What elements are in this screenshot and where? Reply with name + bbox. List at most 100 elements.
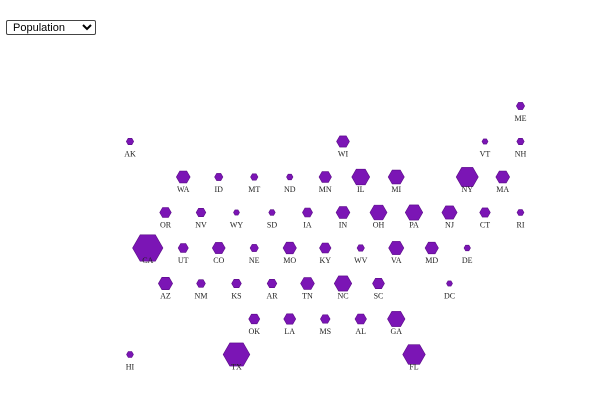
state-label-ny: NY [461,185,473,194]
state-label-vt: VT [480,150,491,159]
state-label-sc: SC [374,292,384,301]
state-label-me: ME [515,114,527,123]
state-label-nc: NC [337,292,348,301]
state-hex-ct[interactable] [479,207,491,218]
state-label-ne: NE [249,256,260,265]
state-label-wa: WA [177,185,190,194]
state-label-ut: UT [178,256,189,265]
state-label-wv: WV [354,256,368,265]
state-hex-sc[interactable] [372,278,385,289]
state-hex-mt[interactable] [250,173,259,181]
state-label-nv: NV [195,221,207,230]
state-label-nm: NM [195,292,208,301]
state-hex-ma[interactable] [495,170,511,184]
state-label-nd: ND [284,185,296,194]
state-hex-hi[interactable] [126,351,134,358]
state-hex-oh[interactable] [369,204,388,221]
state-label-sd: SD [267,221,277,230]
state-hex-me[interactable] [516,102,525,110]
state-hex-id[interactable] [214,173,224,181]
hex-layer [125,102,525,367]
state-hex-va[interactable] [388,241,405,255]
state-hex-ar[interactable] [266,279,278,288]
state-hex-nh[interactable] [516,138,525,145]
state-label-id: ID [215,185,224,194]
state-label-wy: WY [230,221,244,230]
state-label-ma: MA [496,185,509,194]
state-label-dc: DC [444,292,455,301]
state-hex-wi[interactable] [336,135,350,148]
state-label-nj: NJ [445,221,454,230]
state-hex-sd[interactable] [268,209,276,216]
state-hex-az[interactable] [158,277,173,290]
state-hex-ne[interactable] [249,244,259,252]
state-hex-ny[interactable] [455,167,479,187]
state-label-oh: OH [373,221,385,230]
state-label-nh: NH [515,150,527,159]
state-label-ak: AK [124,150,136,159]
state-label-co: CO [213,256,224,265]
state-label-in: IN [339,221,348,230]
state-hex-de[interactable] [463,244,471,252]
state-hex-mn[interactable] [318,171,332,183]
state-label-tx: TX [231,363,242,372]
label-layer: ME AK WI VT NH WA ID MT ND MN IL MI NY MA OR NV WY SD IA IN… [124,114,526,372]
state-label-ar: AR [266,292,278,301]
state-hex-vt[interactable] [481,138,489,145]
state-hex-co[interactable] [211,242,226,254]
state-label-or: OR [160,221,172,230]
state-hex-in[interactable] [335,206,351,219]
state-label-ct: CT [480,221,490,230]
state-hex-nm[interactable] [196,279,206,288]
state-hex-ky[interactable] [319,242,332,254]
state-hex-wa[interactable] [175,170,191,184]
state-label-tn: TN [302,292,313,301]
state-label-mn: MN [319,185,332,194]
state-hex-il[interactable] [351,168,371,186]
state-hex-fl[interactable] [402,344,426,365]
state-hex-ga[interactable] [387,311,406,327]
state-label-ok: OK [248,327,260,336]
state-hex-nv[interactable] [195,208,207,217]
state-hex-nd[interactable] [286,173,294,181]
state-hex-tn[interactable] [300,277,315,290]
state-label-md: MD [425,256,438,265]
state-label-de: DE [462,256,473,265]
state-hex-nc[interactable] [333,275,353,292]
state-label-hi: HI [126,363,135,372]
state-hex-tx[interactable] [222,342,251,367]
state-hex-ak[interactable] [125,138,135,145]
state-label-ri: RI [517,221,525,230]
state-hex-wy[interactable] [233,209,240,216]
state-hex-wv[interactable] [356,244,365,252]
state-label-al: AL [355,327,366,336]
state-label-la: LA [284,327,295,336]
state-label-mi: MI [391,185,401,194]
state-hex-dc[interactable] [446,280,453,287]
state-hex-ia[interactable] [302,207,313,218]
metric-select[interactable]: Population [6,20,96,35]
state-label-az: AZ [160,292,171,301]
state-label-ky: KY [319,256,331,265]
state-hex-nj[interactable] [441,205,458,220]
state-hex-ut[interactable] [177,243,189,253]
state-label-ia: IA [303,221,312,230]
state-hex-pa[interactable] [404,204,424,221]
state-hex-or[interactable] [159,207,172,218]
state-hex-mo[interactable] [282,241,297,255]
state-hex-md[interactable] [424,241,439,255]
state-hex-ri[interactable] [516,209,525,216]
state-hex-ca[interactable] [132,234,164,262]
state-label-wi: WI [338,150,349,159]
state-hex-ks[interactable] [231,279,242,288]
state-label-ks: KS [231,292,241,301]
state-label-fl: FL [409,363,418,372]
state-hex-al[interactable] [354,313,367,325]
state-hex-ok[interactable] [248,313,261,325]
state-label-va: VA [391,256,402,265]
state-hex-mi[interactable] [387,169,405,185]
state-hex-la[interactable] [283,313,297,325]
state-label-il: IL [357,185,365,194]
state-hex-ms[interactable] [320,314,331,324]
